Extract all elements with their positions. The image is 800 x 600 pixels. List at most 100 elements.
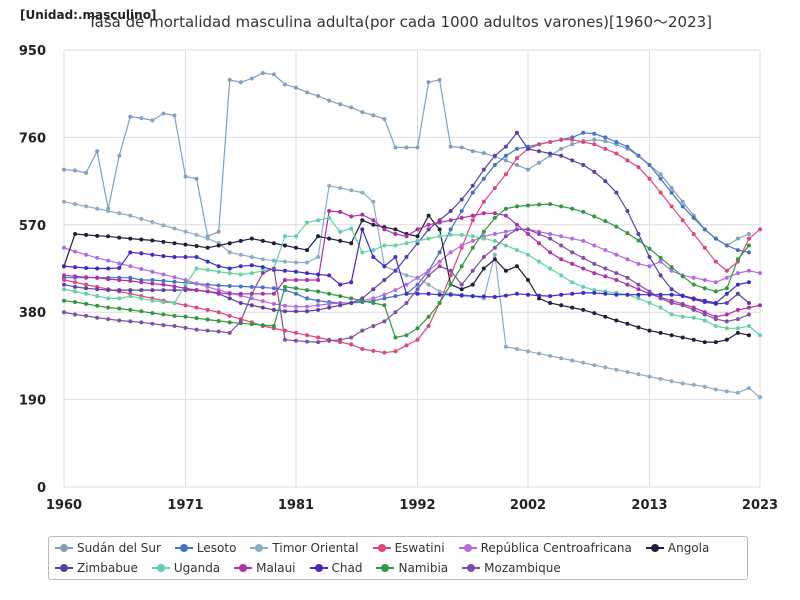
data-point <box>426 222 431 227</box>
data-point <box>371 113 376 118</box>
data-point <box>559 137 564 142</box>
data-point <box>537 259 542 264</box>
data-point <box>139 288 144 293</box>
data-point <box>238 291 243 296</box>
data-point <box>128 114 133 119</box>
data-point <box>702 318 707 323</box>
data-point <box>305 333 310 338</box>
data-point <box>492 252 497 257</box>
data-point <box>95 206 100 211</box>
legend-item: Namibia <box>376 561 448 575</box>
data-point <box>735 291 740 296</box>
data-point <box>183 278 188 282</box>
data-point <box>548 301 553 305</box>
data-point <box>470 238 475 243</box>
data-point <box>194 327 199 332</box>
data-point <box>437 264 442 269</box>
x-tick-label: 1971 <box>167 498 203 513</box>
y-tick-label: 950 <box>19 44 46 59</box>
data-point <box>415 238 420 243</box>
data-point <box>305 271 310 276</box>
data-point <box>393 335 398 340</box>
data-point <box>702 245 707 250</box>
data-point <box>503 158 508 163</box>
legend-item: Mozambique <box>462 561 561 575</box>
data-point <box>205 307 210 312</box>
data-point <box>592 311 597 316</box>
data-point <box>592 288 597 293</box>
data-point <box>658 305 663 310</box>
legend-label: Malaui <box>256 561 296 575</box>
data-point <box>150 278 155 282</box>
data-point <box>526 252 530 257</box>
data-point <box>426 227 431 232</box>
data-point <box>724 275 729 280</box>
data-point <box>702 384 707 389</box>
data-point <box>106 305 111 310</box>
x-tick-label: 1960 <box>46 498 82 513</box>
data-point <box>183 255 188 259</box>
data-point <box>702 278 707 282</box>
data-point <box>139 237 144 242</box>
data-point <box>404 273 409 278</box>
data-point <box>459 293 464 298</box>
data-point <box>669 268 674 273</box>
data-point <box>139 280 144 285</box>
legend-item: Eswatini <box>372 541 445 555</box>
data-point <box>492 215 497 220</box>
data-point <box>139 266 144 271</box>
legend-label: Angola <box>667 541 710 555</box>
unit-label: [Unidad:.masculino] <box>20 8 157 22</box>
data-point <box>459 197 464 202</box>
data-point <box>592 131 597 136</box>
data-point <box>603 139 608 144</box>
legend-swatch <box>309 563 328 573</box>
data-point <box>216 288 221 293</box>
data-point <box>294 234 298 239</box>
x-tick-label: 2023 <box>742 498 778 513</box>
legend-item: República Centroafricana <box>458 541 632 555</box>
series-lines <box>63 72 761 398</box>
data-point <box>282 284 287 289</box>
data-point <box>161 223 166 228</box>
data-point <box>305 296 310 301</box>
data-point <box>658 330 663 335</box>
data-point <box>713 340 718 345</box>
data-point <box>117 153 122 158</box>
legend-swatch <box>234 563 253 573</box>
data-point <box>327 183 332 188</box>
data-point <box>305 248 310 253</box>
data-point <box>271 266 276 271</box>
data-point <box>625 321 630 326</box>
data-point <box>404 282 409 287</box>
data-point <box>415 227 420 232</box>
data-point <box>62 282 66 287</box>
grid-lines <box>63 49 761 488</box>
data-point <box>305 220 310 225</box>
data-point <box>150 252 155 257</box>
data-point <box>492 163 497 167</box>
data-point <box>360 212 365 217</box>
data-point <box>382 296 387 301</box>
data-point <box>183 229 188 234</box>
data-point <box>437 292 442 297</box>
legend-item: Uganda <box>151 561 220 575</box>
data-point <box>724 389 729 394</box>
data-point <box>349 301 354 305</box>
data-point <box>282 234 287 239</box>
data-point <box>117 211 122 216</box>
data-point <box>172 255 177 259</box>
data-point <box>117 288 122 293</box>
data-point <box>393 232 398 236</box>
data-point <box>172 279 177 284</box>
data-point <box>680 204 685 209</box>
data-point <box>227 313 232 318</box>
data-point <box>691 282 696 287</box>
data-point <box>62 167 66 172</box>
data-point <box>746 232 751 236</box>
data-point <box>338 282 343 287</box>
data-point <box>128 288 133 293</box>
data-point <box>227 266 232 271</box>
data-point <box>581 290 586 295</box>
data-point <box>305 339 310 344</box>
